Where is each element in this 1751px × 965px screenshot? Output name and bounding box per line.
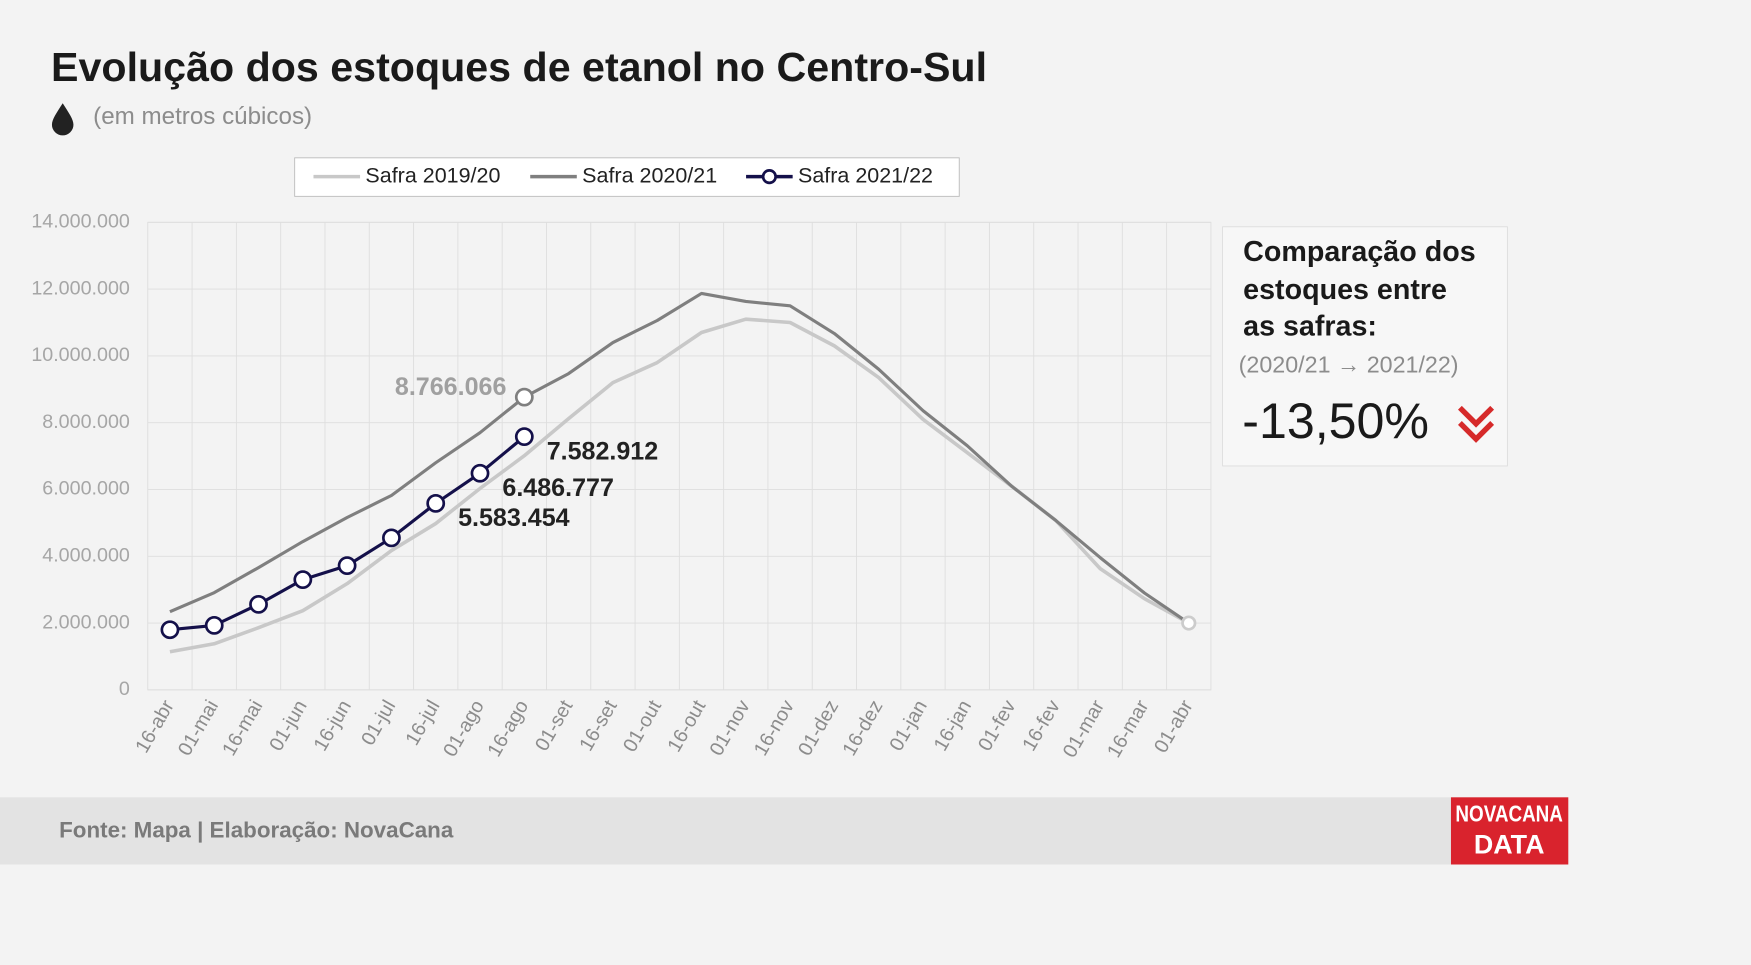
data-label: 5.583.454	[458, 504, 570, 532]
comparison-value: -13,50%	[1242, 393, 1429, 449]
comparison-period: (2020/21 → 2021/22)	[1239, 352, 1459, 378]
point-marker	[514, 387, 534, 407]
logo	[1450, 797, 1569, 865]
point-marker	[160, 620, 180, 640]
y-tick-label: 12.000.000	[31, 277, 130, 299]
point-marker	[204, 615, 224, 635]
data-label: 6.486.777	[502, 474, 614, 502]
legend-marker	[761, 169, 777, 185]
comparison-title: Comparação dos	[1243, 236, 1476, 268]
legend-label: Safra 2019/20	[365, 163, 500, 187]
point-marker	[426, 493, 446, 513]
point-marker	[337, 556, 357, 576]
down-chevrons	[1458, 405, 1495, 443]
point-marker	[470, 463, 490, 483]
source: Fonte: Mapa | Elaboração: NovaCana	[59, 817, 454, 842]
drop-icon	[51, 103, 74, 136]
y-tick-label: 6.000.000	[42, 478, 130, 500]
point-marker	[1181, 615, 1197, 631]
data-label: 7.582.912	[547, 437, 659, 465]
y-tick-label: 2.000.000	[42, 611, 130, 633]
footer	[0, 797, 1569, 865]
legend	[294, 157, 960, 197]
y-tick-label: 14.000.000	[31, 211, 130, 233]
legend-label: Safra 2021/22	[798, 163, 933, 187]
logo-text: DATA	[1474, 830, 1545, 860]
comparison-title: estoques entre	[1243, 274, 1447, 306]
legend-label: Safra 2020/21	[582, 163, 717, 187]
point-marker	[249, 594, 268, 614]
point-marker	[514, 427, 534, 447]
y-tick-label: 0	[119, 678, 130, 700]
point-marker	[293, 570, 313, 590]
logo-text: NOVACANA	[1455, 800, 1563, 826]
y-tick-label: 10.000.000	[31, 344, 130, 366]
series-line	[169, 291, 1190, 625]
comparison-title: as safras:	[1243, 311, 1377, 343]
point-marker	[382, 528, 401, 548]
y-tick-label: 4.000.000	[42, 544, 130, 566]
y-tick-label: 8.000.000	[42, 411, 130, 433]
data-label: 8.766.066	[395, 373, 507, 401]
chart-subtitle: (em metros cúbicos)	[93, 103, 312, 130]
chart-title: Evolução dos estoques de etanol no Centr…	[51, 44, 987, 90]
